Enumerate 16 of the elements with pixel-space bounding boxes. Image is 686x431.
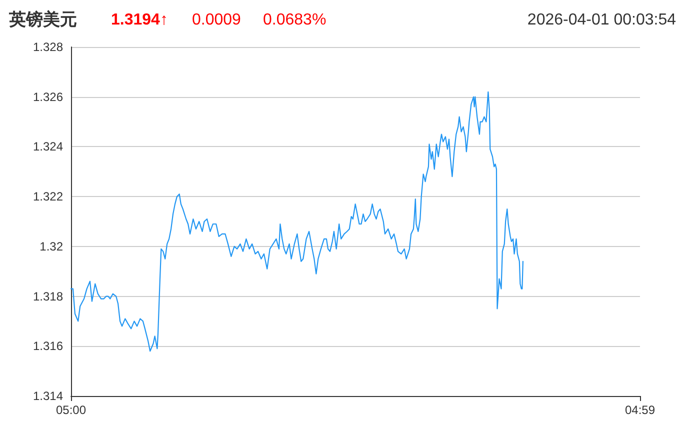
y-tick-label: 1.32 [40,239,64,254]
text: 1.3194↑ [111,12,168,28]
y-tick-label: 1.322 [32,190,64,204]
y-tick-label: 1.328 [32,40,64,54]
text: 0.0009 [192,12,242,28]
text: 0.0683% [263,12,326,28]
y-tick-label: 1.314 [32,389,64,403]
y-tick-label: 1.316 [32,339,64,354]
x-tick-label: 04:59 [624,403,656,417]
y-tick-label: 1.326 [32,90,64,104]
x-tick-label: 05:00 [56,403,86,417]
text: 2026-04-01 00:03:54 [527,12,676,28]
y-tick-label: 1.318 [32,289,64,304]
y-tick-label: 1.324 [32,140,64,154]
chart-title: 英镑美元 [8,10,77,29]
line-series [70,91,524,352]
